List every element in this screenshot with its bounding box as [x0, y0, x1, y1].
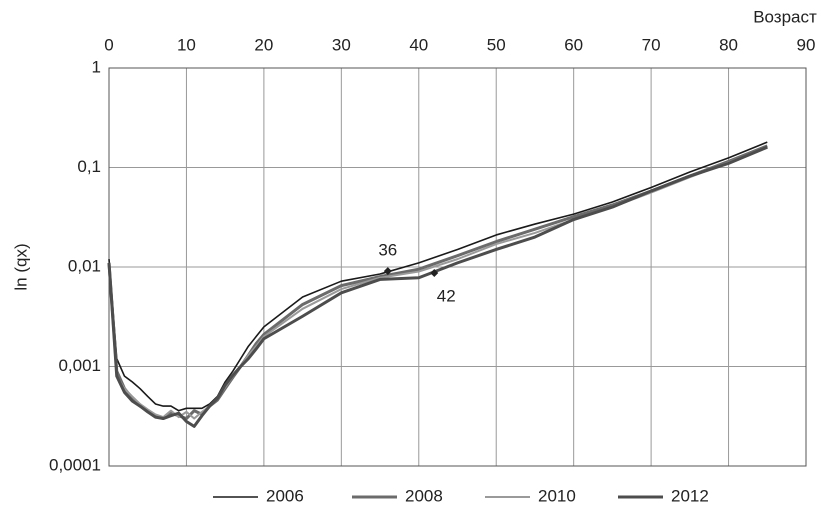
- x-tick-label: 50: [487, 35, 506, 54]
- x-tick-label: 40: [409, 35, 428, 54]
- x-tick-label: 60: [564, 35, 583, 54]
- series-line: [108, 141, 768, 412]
- y-tick-label: 0,001: [58, 356, 101, 375]
- x-tick-label: 20: [254, 35, 273, 54]
- annotation-marker: [430, 269, 439, 278]
- legend-label: 2010: [538, 486, 576, 505]
- x-axis-title: Возраст: [753, 7, 817, 26]
- y-tick-label: 0,0001: [49, 455, 101, 474]
- legend-label: 2006: [266, 486, 304, 505]
- x-tick-label: 0: [104, 35, 113, 54]
- x-tick-label: 30: [332, 35, 351, 54]
- series-line: [107, 144, 768, 421]
- legend-label: 2008: [405, 486, 443, 505]
- legend-label: 2012: [671, 486, 709, 505]
- annotation-label: 42: [437, 287, 456, 306]
- x-tick-label: 70: [642, 35, 661, 54]
- series-line: [108, 146, 768, 420]
- y-tick-label: 0,01: [68, 256, 101, 275]
- x-tick-label: 80: [719, 35, 738, 54]
- x-tick-label: 90: [797, 35, 816, 54]
- series-line: [107, 145, 768, 428]
- annotation-marker: [383, 267, 392, 276]
- x-tick-label: 10: [177, 35, 196, 54]
- annotation-label: 36: [378, 241, 397, 260]
- y-tick-label: 0,1: [77, 157, 101, 176]
- y-tick-label: 1: [92, 57, 101, 76]
- y-axis-title: ln (qx): [11, 243, 30, 290]
